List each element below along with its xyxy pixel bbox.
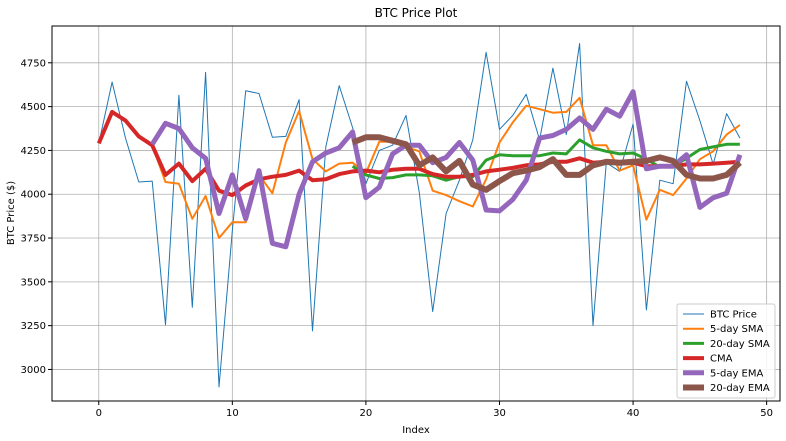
y-tick-label: 4000 [21, 190, 46, 201]
series-line-btc-price [98, 43, 741, 388]
legend-label-btc-price: BTC Price [710, 310, 757, 321]
x-tick-label: 0 [96, 408, 102, 419]
plot-area [52, 26, 780, 401]
legend-label-20-day-sma: 20-day SMA [710, 339, 770, 350]
legend-label-cma: CMA [710, 354, 733, 365]
chart-title: BTC Price Plot [375, 6, 458, 20]
y-tick-label: 3750 [21, 234, 46, 245]
x-tick-label: 30 [493, 408, 506, 419]
legend-label-20-day-ema: 20-day EMA [710, 383, 770, 394]
legend-label-5-day-sma: 5-day SMA [710, 324, 764, 335]
x-tick-label: 10 [226, 408, 239, 419]
y-tick-label: 4250 [21, 146, 46, 157]
legend-label-5-day-ema: 5-day EMA [710, 368, 763, 379]
x-tick-label: 50 [760, 408, 773, 419]
y-axis-ticks: 3000 3250 3500 3750 4000 4250 4500 4750 [21, 58, 52, 376]
y-tick-label: 3000 [21, 365, 46, 376]
y-axis-label: BTC Price ($) [6, 181, 17, 245]
y-tick-label: 4500 [21, 102, 46, 113]
y-tick-label: 3250 [21, 321, 46, 332]
x-axis-ticks: 0 10 20 30 40 50 [96, 401, 773, 419]
x-tick-label: 40 [627, 408, 640, 419]
x-tick-label: 20 [360, 408, 373, 419]
series-line-5-day-ema [150, 89, 743, 250]
y-tick-label: 4750 [21, 58, 46, 69]
y-tick-label: 3500 [21, 277, 46, 288]
legend: BTC Price 5-day SMA 20-day SMA CMA 5-day EMA… [676, 303, 776, 399]
plot-frame [51, 25, 781, 402]
series-layer [96, 43, 743, 388]
x-axis-label: Index [402, 425, 430, 436]
series-line-20-day-ema [351, 134, 742, 193]
